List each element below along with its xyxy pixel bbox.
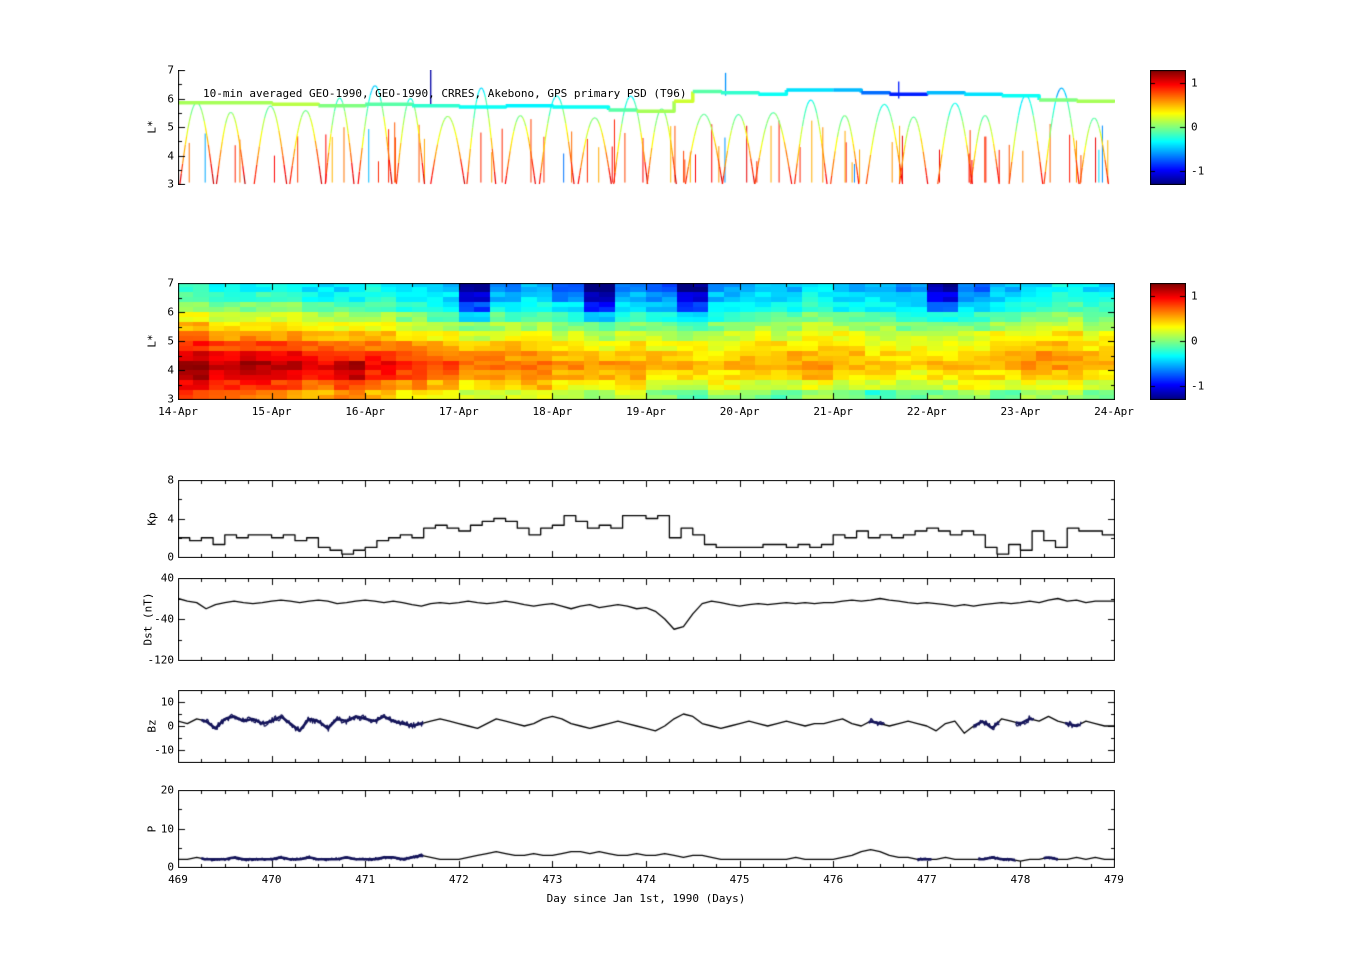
xtick-label: 473 bbox=[542, 873, 563, 886]
colorbar-heatmap-tick-label: -1 bbox=[1191, 379, 1205, 393]
heatmap-ytick-label: 4 bbox=[167, 363, 174, 377]
heatmap-ytick-label: 7 bbox=[167, 276, 174, 290]
bz-plot bbox=[178, 690, 1115, 763]
p1-ytick-label: 5 bbox=[167, 120, 174, 134]
c-pp-ytick-label: 10 bbox=[160, 822, 174, 835]
c-dst-ytick-label: -40 bbox=[154, 612, 174, 626]
colorbar-top-tick-label: 0 bbox=[1191, 120, 1198, 134]
c-pp-ytick-label: 0 bbox=[167, 860, 174, 874]
xtick-label: 471 bbox=[355, 873, 376, 886]
xtick-label: 474 bbox=[636, 873, 656, 886]
p1-ytick-label: 4 bbox=[167, 149, 174, 162]
colorbar-heatmap bbox=[1150, 283, 1186, 400]
heatmap-ytick-label: 6 bbox=[167, 305, 174, 319]
p1-ytick-label: 6 bbox=[167, 92, 174, 105]
psd-heatmap-plot bbox=[178, 283, 1115, 400]
xtick-label: 469 bbox=[168, 873, 188, 886]
kp-plot bbox=[178, 480, 1115, 558]
c-bz-ytick-label: 10 bbox=[160, 695, 174, 709]
p1-title: 10-min averaged GEO-1990, GEO-1990, CRRE… bbox=[203, 87, 687, 100]
xtick-label: 477 bbox=[916, 873, 937, 886]
heatmap-ytick-label: 5 bbox=[167, 334, 174, 348]
heatmap-date-label: 16-Apr bbox=[345, 405, 386, 418]
psd-trajectory-plot bbox=[178, 70, 1115, 185]
xtick-label: 472 bbox=[448, 873, 469, 886]
heatmap-date-label: 17-Apr bbox=[438, 405, 479, 418]
heatmap-date-label: 18-Apr bbox=[532, 405, 573, 418]
heatmap-date-label: 22-Apr bbox=[906, 405, 947, 418]
p1-ytick-label: 3 bbox=[167, 177, 174, 191]
c-pp-ytick-label: 20 bbox=[160, 783, 174, 797]
xtick-label: 476 bbox=[823, 873, 844, 886]
pressure-plot bbox=[178, 790, 1115, 868]
heatmap-date-label: 14-Apr bbox=[158, 405, 198, 418]
kp-y-axis-label: Kp bbox=[145, 512, 159, 526]
c-kp-ytick-label: 4 bbox=[167, 512, 174, 525]
colorbar-heatmap-tick-label: 1 bbox=[1191, 289, 1198, 303]
c-kp-ytick-label: 8 bbox=[167, 473, 174, 487]
c-bz-ytick-label: 0 bbox=[167, 719, 174, 733]
dst-y-axis-label: Dst (nT) bbox=[141, 592, 155, 646]
heatmap-ytick-label: 3 bbox=[167, 392, 174, 406]
c-dst-ytick-label: 40 bbox=[160, 571, 174, 585]
colorbar-top bbox=[1150, 70, 1186, 185]
dst-plot bbox=[178, 578, 1115, 661]
colorbar-top-tick-label: 1 bbox=[1191, 76, 1198, 90]
heatmap-date-label: 15-Apr bbox=[251, 405, 292, 418]
heatmap-date-label: 20-Apr bbox=[719, 405, 760, 418]
xtick-label: 475 bbox=[729, 873, 750, 886]
c-dst-ytick-label: -120 bbox=[147, 653, 175, 667]
heatmap-date-label: 19-Apr bbox=[626, 405, 666, 418]
c-bz-ytick-label: -10 bbox=[154, 743, 174, 757]
c-kp-ytick-label: 0 bbox=[167, 550, 174, 564]
x-axis-title: Day since Jan 1st, 1990 (Days) bbox=[546, 892, 746, 905]
xtick-label: 479 bbox=[1104, 873, 1124, 886]
xtick-label: 478 bbox=[1010, 873, 1031, 886]
colorbar-heatmap-tick-label: 0 bbox=[1191, 334, 1198, 348]
heatmap-date-label: 21-Apr bbox=[813, 405, 854, 418]
heatmap-y-axis-label: L* bbox=[145, 334, 159, 348]
heatmap-date-label: 24-Apr bbox=[1094, 405, 1134, 418]
p1-y-axis-label: L* bbox=[145, 120, 159, 134]
bz-y-axis-label: Bz bbox=[145, 719, 159, 733]
heatmap-date-label: 23-Apr bbox=[1000, 405, 1041, 418]
xtick-label: 470 bbox=[261, 873, 282, 886]
pressure-y-axis-label: P bbox=[145, 825, 159, 833]
colorbar-top-tick-label: -1 bbox=[1191, 164, 1205, 178]
p1-ytick-label: 7 bbox=[167, 63, 174, 77]
